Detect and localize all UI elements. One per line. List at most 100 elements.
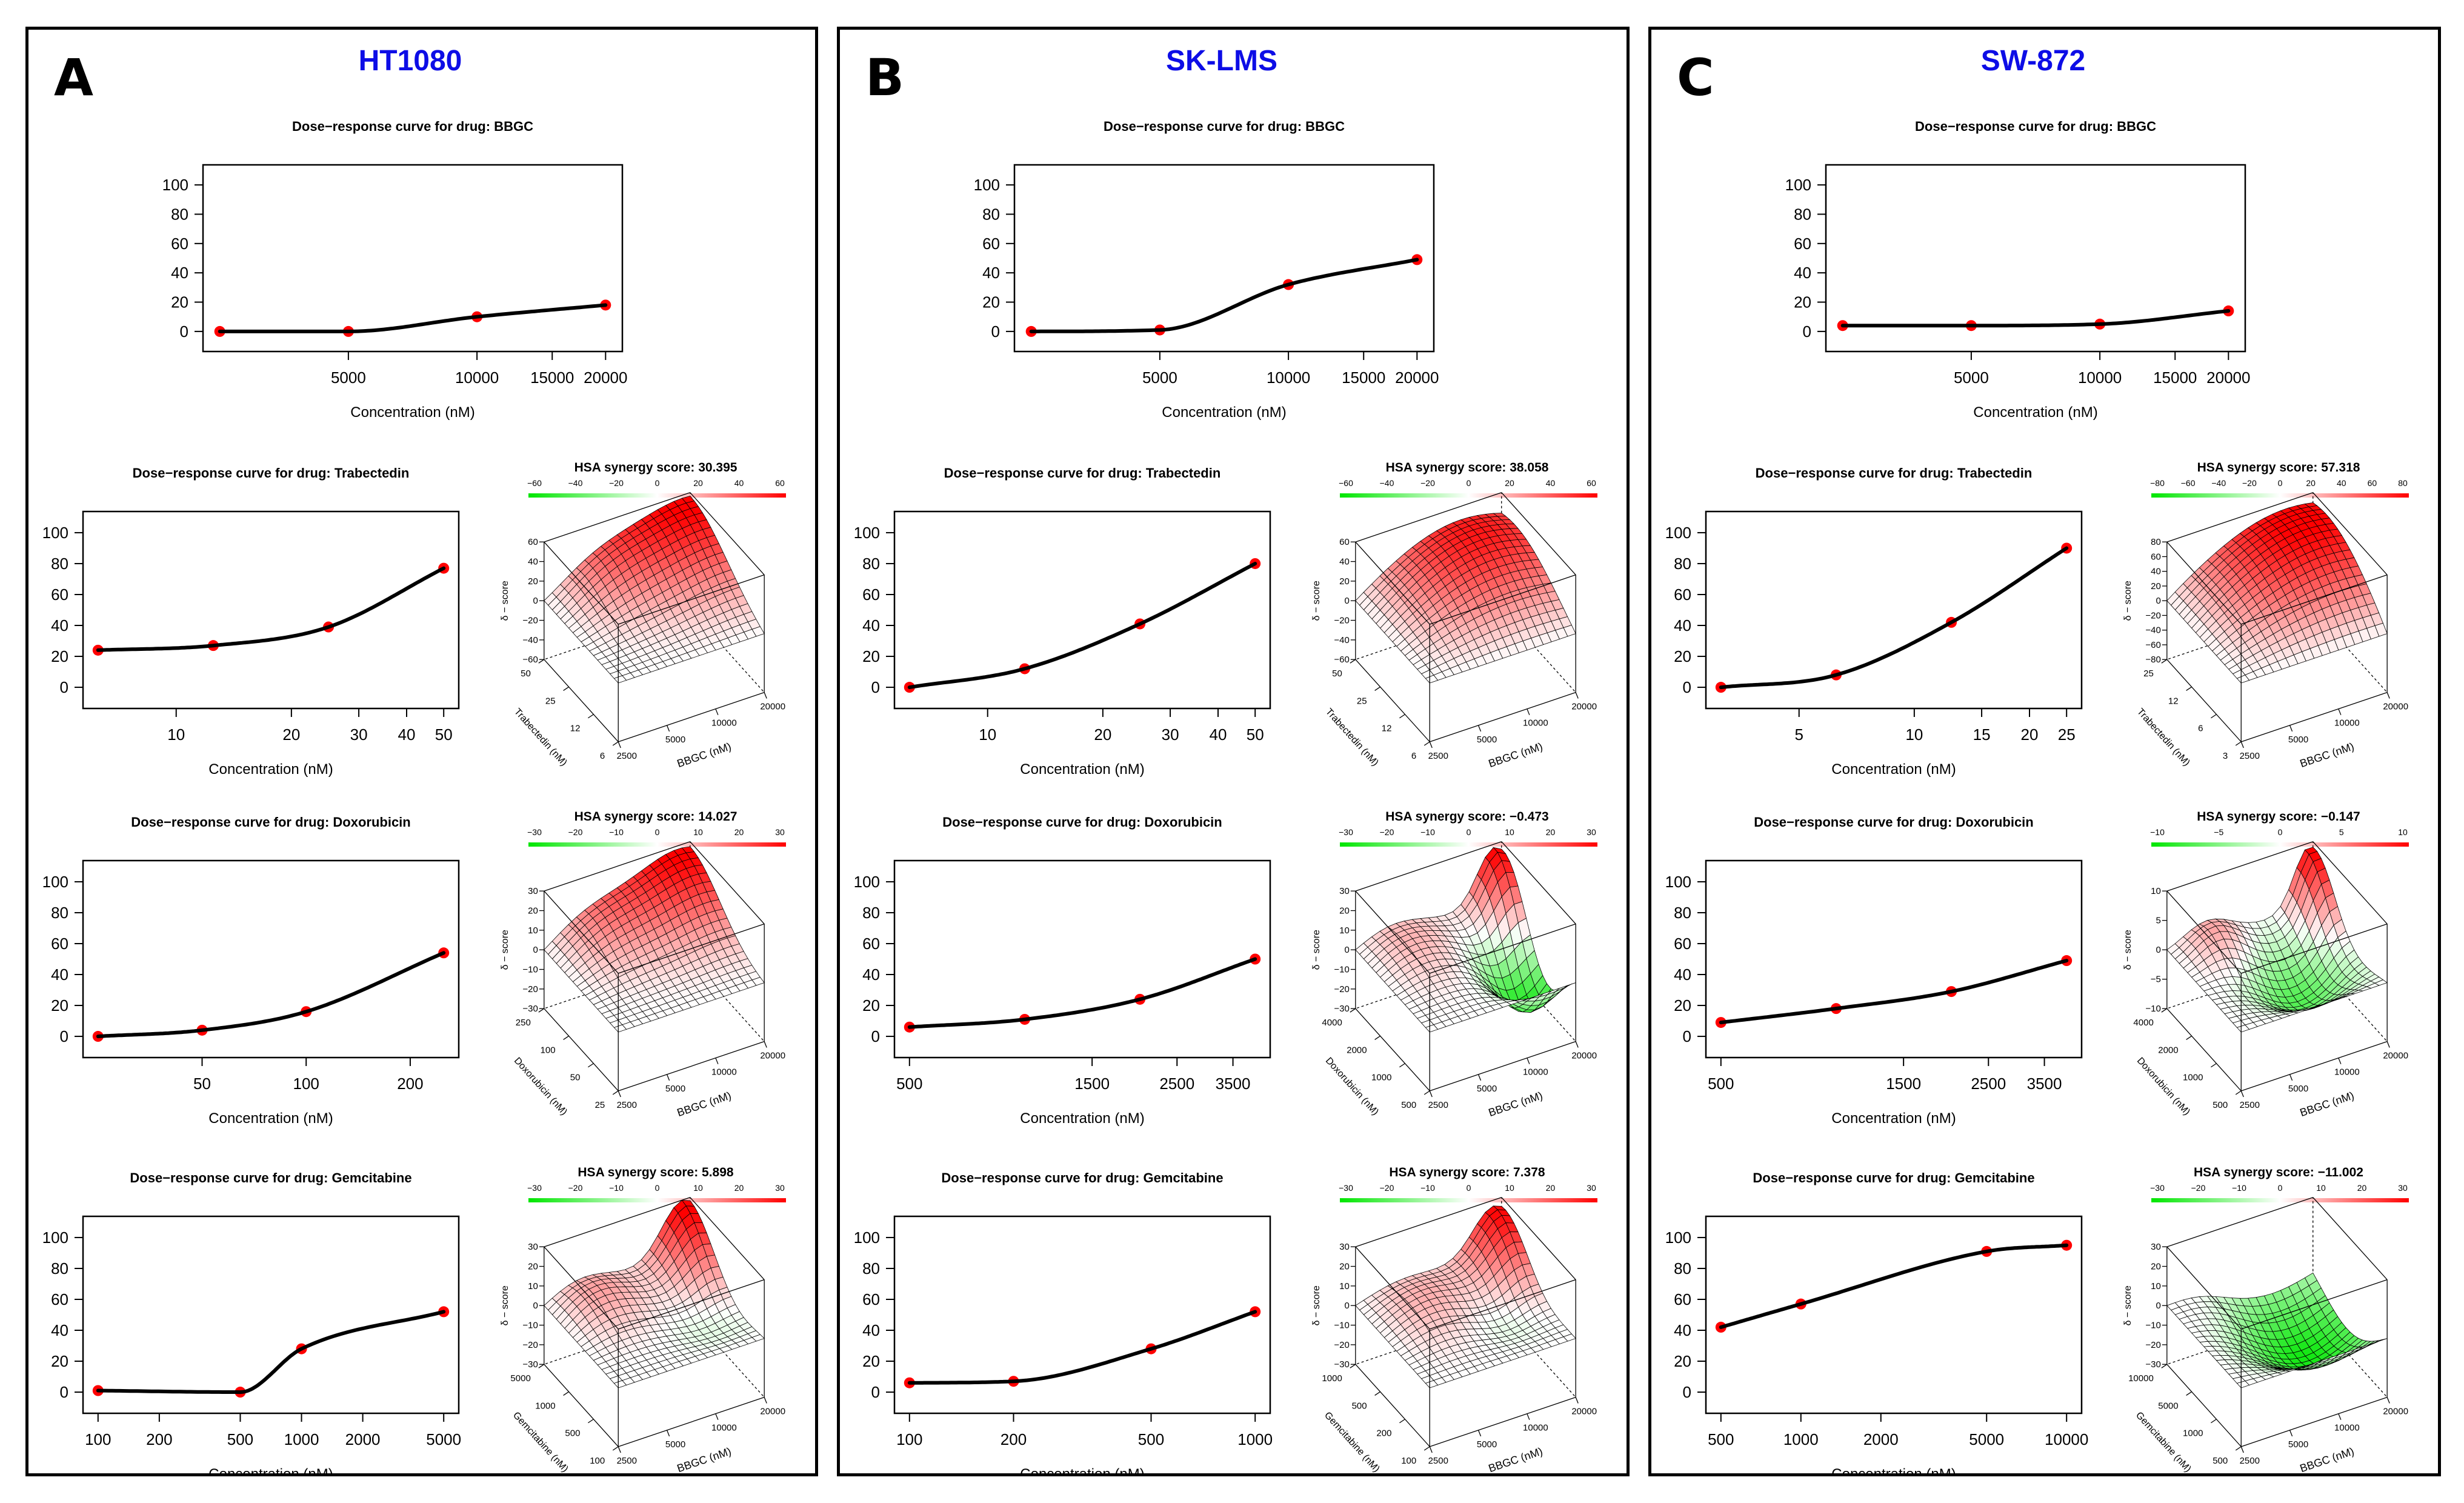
drug-axis-tick-label: 6	[600, 751, 605, 761]
x-tick-label: 2500	[1971, 1075, 2006, 1093]
colorbar-tick-label: −10	[609, 1183, 624, 1193]
synergy-score-title: HSA synergy score: −0.473	[1385, 810, 1548, 824]
y-tick-label: 100	[1665, 524, 1691, 542]
drug-axis-label: Doxorubicin (nM)	[1324, 1056, 1380, 1118]
colorbar-tick-label: −5	[2214, 827, 2223, 837]
y-tick-label: 40	[862, 965, 880, 984]
synergy-surface-chart: HSA synergy score: 14.027 −30 −20 −10 0 10 20 3…	[500, 810, 786, 1119]
dose-response-chart: Dose−response curve for drug: Gemcitabin…	[1665, 1170, 2089, 1476]
bbgc-axis-tick	[1477, 1430, 1482, 1437]
bbgc-axis-tick	[2289, 1430, 2293, 1437]
bbgc-axis-tick	[1477, 725, 1482, 732]
box-edge	[618, 692, 765, 742]
drug-axis-tick	[2211, 1419, 2217, 1424]
y-tick-label: 20	[1674, 996, 1691, 1015]
box-edge	[544, 1364, 619, 1447]
y-tick-label: 20	[51, 1352, 68, 1370]
z-tick-label: −20	[2145, 1340, 2160, 1350]
y-tick-label: 80	[1674, 1259, 1691, 1278]
colorbar-tick-label: −40	[2211, 478, 2226, 488]
box-edge-hidden	[1501, 610, 1576, 693]
colorbar-tick-label: 40	[1546, 478, 1556, 488]
z-tick-label: −20	[522, 984, 538, 995]
drug-axis-tick	[1374, 1035, 1380, 1041]
bbgc-axis-tick-label: 10000	[1523, 1067, 1548, 1078]
bbgc-axis-tick	[764, 1397, 767, 1404]
x-axis-label: Concentration (nM)	[350, 404, 474, 421]
bbgc-axis-tick	[618, 1090, 621, 1098]
z-tick-label: −20	[1334, 984, 1349, 995]
x-tick-label: 40	[1210, 725, 1227, 744]
box-edge	[2241, 923, 2388, 974]
box-edge	[544, 1197, 690, 1247]
drug-axis-tick	[1399, 1419, 1405, 1424]
surface-cell	[2236, 1024, 2250, 1033]
bbgc-axis-tick	[666, 725, 670, 732]
x-tick-label: 1500	[1074, 1075, 1110, 1093]
drug-axis-tick	[612, 1446, 619, 1451]
colorbar-tick-label: 20	[2306, 478, 2316, 488]
drug-axis-tick	[538, 1364, 545, 1368]
box-edge-hidden	[690, 959, 765, 1042]
box-edge	[2166, 1364, 2242, 1447]
x-tick-label: 50	[193, 1075, 211, 1093]
plot-frame	[1825, 164, 2246, 353]
bbgc-axis-tick-label: 5000	[665, 735, 685, 745]
box-edge	[1355, 659, 1430, 742]
panel-b: B SK-LMS Dose−response curve for drug: B…	[837, 27, 1630, 1476]
panel-charts: Dose−response curve for drug: BBGC 0 20 40 6…	[854, 119, 1597, 1476]
x-tick-label: 15	[1973, 725, 1991, 744]
colorbar-tick-label: 5	[2339, 827, 2344, 837]
z-tick-label: 80	[2151, 537, 2161, 547]
cell-line-title: SW-872	[1980, 45, 2086, 77]
surface-cell	[613, 1380, 627, 1388]
chart-title: Dose−response curve for drug: BBGC	[1915, 119, 2156, 134]
y-tick-label: 100	[42, 1228, 68, 1247]
chart-title: Dose−response curve for drug: BBGC	[1104, 119, 1345, 134]
x-tick-label: 20	[2021, 725, 2039, 744]
box-edge	[1355, 1197, 1502, 1247]
colorbar-tick-label: −20	[1380, 1183, 1394, 1193]
synergy-score-title: HSA synergy score: −0.147	[2197, 810, 2360, 824]
y-tick-label: 60	[862, 585, 880, 604]
y-tick-label: 100	[162, 176, 188, 194]
box-edge	[2241, 1279, 2388, 1330]
box-edge-hidden	[2312, 959, 2388, 1042]
y-tick-label: 20	[982, 293, 1000, 312]
chart-title: Dose−response curve for drug: Trabectedi…	[133, 465, 410, 481]
box-edge	[2241, 1396, 2388, 1447]
x-tick-label: 1000	[1783, 1430, 1819, 1448]
surface-cell	[1563, 982, 1576, 988]
drug-axis-tick	[1350, 659, 1356, 664]
bbgc-axis-tick-label: 2500	[2240, 1100, 2260, 1110]
box-edge	[2166, 492, 2313, 542]
x-tick-label: 20000	[2206, 368, 2250, 387]
colorbar-tick-label: 30	[2398, 1183, 2408, 1193]
synergy-colorbar	[1340, 493, 1597, 498]
drug-axis-tick	[2161, 659, 2168, 664]
z-tick-label: 10	[1339, 925, 1350, 936]
colorbar-tick-label: 80	[2398, 478, 2408, 488]
colorbar-tick-label: −80	[2150, 478, 2165, 488]
drug-axis-tick-label: 5000	[2158, 1401, 2178, 1411]
drug-axis-tick-label: 6	[1411, 751, 1416, 761]
bbgc-axis-tick	[666, 1430, 670, 1437]
y-tick-label: 80	[862, 904, 880, 922]
x-tick-label: 15000	[1342, 368, 1385, 387]
chart-title: Dose−response curve for drug: Doxorubici…	[131, 815, 410, 830]
colorbar-tick-label: 30	[1587, 1183, 1596, 1193]
z-tick-label: −20	[1334, 1340, 1349, 1350]
drug-axis-tick-label: 1000	[535, 1401, 555, 1411]
colorbar-tick-label: 30	[775, 1183, 785, 1193]
drug-axis-label: Doxorubicin (nM)	[512, 1056, 569, 1118]
colorbar-tick-label: 20	[734, 1183, 744, 1193]
z-tick-label: −40	[522, 635, 538, 645]
y-tick-label: 20	[51, 996, 68, 1015]
bbgc-axis-tick-label: 5000	[2288, 1439, 2308, 1450]
y-tick-label: 0	[60, 1027, 68, 1045]
synergy-score-title: HSA synergy score: −11.002	[2194, 1165, 2363, 1179]
bbgc-axis-tick	[1477, 1074, 1482, 1081]
y-tick-label: 60	[51, 935, 68, 953]
bbgc-axis-tick	[2240, 741, 2244, 748]
panel-letter: A	[54, 48, 94, 107]
